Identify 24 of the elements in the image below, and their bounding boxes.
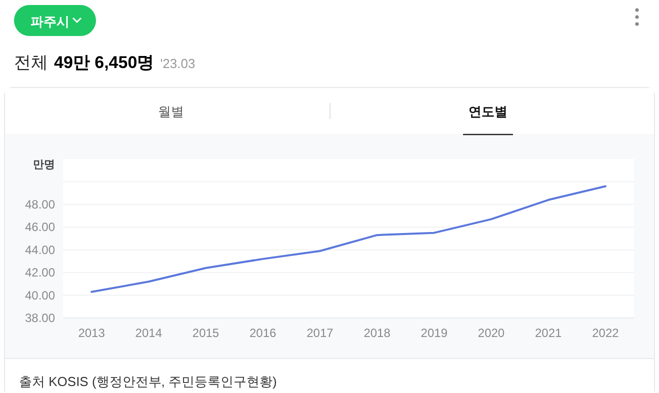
x-tick-label: 2015 <box>192 326 220 340</box>
text: 연도별 <box>468 104 508 119</box>
y-tick-label: 46.00 <box>24 220 56 234</box>
y-axis-title: 만명 <box>33 159 55 171</box>
x-tick-label: 2014 <box>135 326 162 340</box>
y-tick-label: 40.00 <box>24 288 56 302</box>
y-tick-label: 44.00 <box>24 242 56 257</box>
y-tick-label: 38.00 <box>24 311 56 325</box>
x-tick-label: 2016 <box>250 326 277 340</box>
chart-title: 전체 49만 6,450명 <box>14 53 154 72</box>
x-tick-label: 2019 <box>420 326 448 340</box>
text: 파주시 <box>30 14 70 29</box>
x-tick-label: 2021 <box>535 326 562 340</box>
line-series <box>90 185 606 293</box>
chart-subtitle: '23.03 <box>160 56 196 71</box>
x-tick-label: 2018 <box>364 326 391 340</box>
source-note: 출처 KOSIS (행정안전부, 주민등록인구현황) <box>19 374 277 389</box>
x-tick-label: 2020 <box>478 326 505 340</box>
x-tick-label: 2017 <box>306 326 334 340</box>
y-tick-label: 42.00 <box>24 266 56 280</box>
y-tick-label: 48.00 <box>24 197 56 212</box>
x-tick-label: 2013 <box>78 326 106 340</box>
x-tick-label: 2022 <box>592 326 620 340</box>
text: 월별 <box>158 104 184 119</box>
